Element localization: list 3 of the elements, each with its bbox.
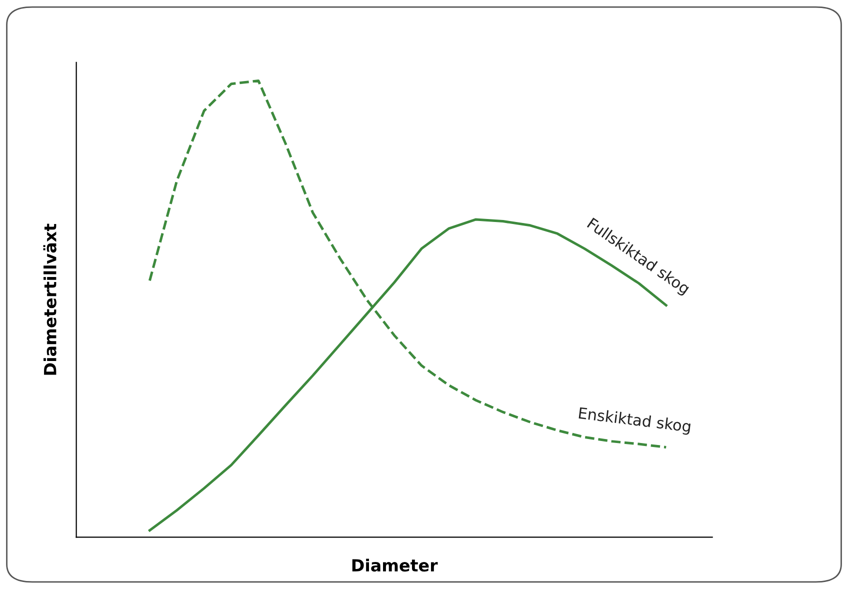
- x-axis-title: Diameter: [352, 558, 438, 572]
- text: Enskiktad skog: [578, 406, 691, 436]
- y-axis-title: Diametertillväxt: [43, 224, 56, 375]
